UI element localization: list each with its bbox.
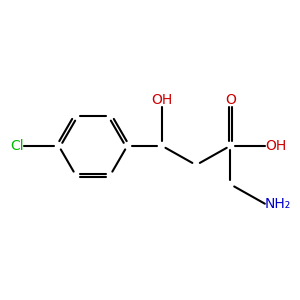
Text: OH: OH [151, 93, 172, 107]
Text: OH: OH [265, 139, 286, 153]
Text: O: O [225, 93, 236, 107]
Text: NH₂: NH₂ [265, 197, 291, 211]
Text: Cl: Cl [11, 139, 24, 153]
